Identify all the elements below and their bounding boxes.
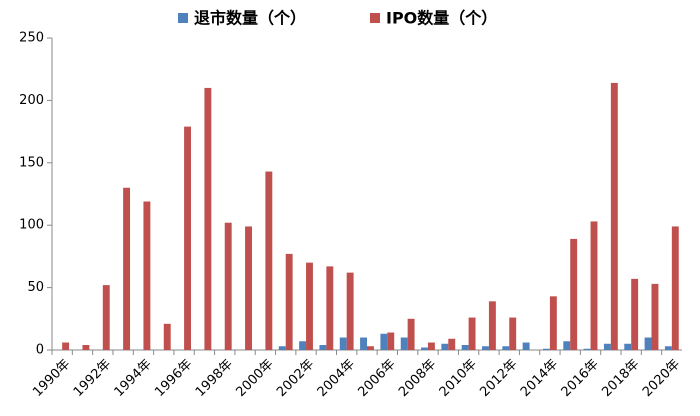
bar	[522, 342, 530, 350]
x-tick-label: 2016年	[559, 357, 602, 400]
bar	[285, 253, 293, 350]
x-tick-label: 1998年	[193, 357, 236, 400]
bar	[563, 341, 571, 350]
bar	[163, 323, 171, 350]
bar	[360, 337, 367, 350]
x-tick-label: 2020年	[640, 357, 683, 400]
bar	[542, 348, 550, 350]
x-tick-label: 1996年	[152, 357, 195, 400]
bar	[346, 272, 354, 350]
y-tick-label: 150	[19, 155, 44, 170]
x-tick-label: 1992年	[71, 357, 114, 400]
legend-label: 退市数量（个）	[194, 9, 306, 28]
bar	[82, 345, 90, 350]
bar	[488, 301, 496, 350]
bar	[265, 171, 273, 350]
bar	[624, 343, 632, 350]
legend-swatch	[178, 13, 188, 23]
x-tick-label: 2004年	[315, 357, 358, 400]
bar	[468, 317, 476, 350]
bar	[631, 278, 639, 350]
x-tick-label: 2002年	[274, 357, 317, 400]
bar	[461, 345, 469, 350]
bar	[380, 333, 388, 350]
bar	[306, 262, 313, 350]
y-tick-label: 250	[19, 31, 44, 46]
y-tick-label: 200	[19, 93, 44, 108]
bar	[664, 346, 672, 350]
bar	[502, 346, 510, 350]
x-tick-label: 2008年	[396, 357, 439, 400]
bar	[671, 226, 679, 350]
x-tick-label: 1994年	[112, 357, 155, 400]
bar	[204, 87, 212, 351]
bar	[224, 222, 232, 350]
bar	[421, 347, 428, 350]
x-tick-label: 2012年	[477, 357, 520, 400]
y-tick-label: 100	[19, 218, 44, 233]
bar	[387, 332, 395, 350]
bar	[245, 226, 252, 350]
bar	[123, 187, 131, 350]
y-tick-label: 50	[27, 280, 44, 295]
bar	[610, 82, 618, 350]
bar	[62, 342, 70, 350]
bar	[319, 345, 327, 350]
bar	[102, 285, 110, 350]
bar	[184, 126, 192, 350]
bar	[651, 283, 659, 350]
bar	[644, 337, 652, 350]
y-tick-label: 0	[36, 343, 44, 358]
x-tick-label: 1990年	[30, 357, 73, 400]
bar	[448, 338, 456, 350]
bar	[570, 238, 578, 350]
bar	[509, 317, 517, 350]
bar	[407, 318, 415, 350]
bar	[326, 266, 334, 350]
x-tick-label: 2006年	[355, 357, 398, 400]
bar	[143, 201, 151, 350]
bar	[427, 342, 435, 350]
x-tick-label: 2010年	[437, 357, 480, 400]
bar	[278, 346, 286, 350]
legend-label: IPO数量（个）	[386, 9, 497, 28]
bar	[400, 337, 408, 350]
bar	[549, 296, 557, 350]
bar	[441, 343, 449, 350]
bar	[583, 348, 591, 350]
bar	[367, 346, 374, 350]
x-tick-label: 2014年	[518, 357, 561, 400]
bar	[299, 341, 307, 350]
x-tick-label: 2018年	[599, 357, 642, 400]
bar	[339, 337, 347, 350]
bar	[590, 221, 598, 350]
x-tick-label: 2000年	[233, 357, 276, 400]
bar	[603, 343, 611, 350]
bar	[482, 346, 489, 350]
legend-swatch	[370, 13, 380, 23]
